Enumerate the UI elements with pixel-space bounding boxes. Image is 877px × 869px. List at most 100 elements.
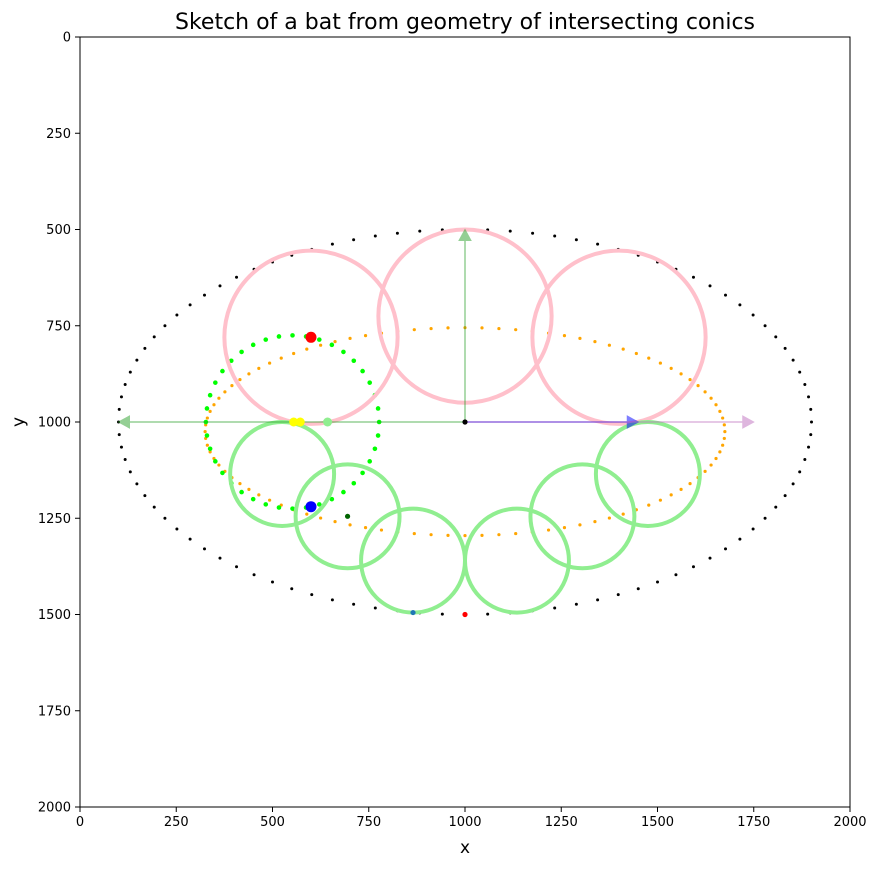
ellipse-point [647,356,651,360]
ellipse-point [348,523,352,527]
ellipse-point [709,396,713,400]
ellipse-point [135,358,139,362]
ellipse-point [341,489,346,495]
ellipse-point [352,238,356,242]
ellipse-point [553,234,557,238]
y-tick-label: 750 [46,319,71,334]
y-tick-label: 1250 [38,512,71,527]
ellipse-point [486,612,490,616]
ellipse-point [247,372,251,376]
ellipse-point [268,498,272,502]
ellipse-point [691,565,695,569]
ellipse-point [446,326,450,330]
ellipse-point [208,450,212,454]
ellipse-point [205,443,209,447]
ellipse-point [123,458,127,462]
ellipse-point [218,284,222,288]
ellipse-point [463,533,467,538]
ellipse-point [714,456,718,461]
ellipse-point [412,531,416,536]
ellipse-point [117,433,121,437]
ellipse-point [363,526,368,530]
ellipse-point [798,470,802,474]
arrow-head [117,415,130,429]
ellipse-point [709,463,713,467]
ellipse-point [373,606,377,610]
arrow-head [458,228,472,241]
ellipse-point [783,494,787,498]
marker-point [289,417,299,427]
ellipse-point [263,502,269,507]
ellipse-point [290,506,295,511]
ellipse-point [276,334,282,339]
y-axis-label: y [9,417,29,427]
ellipse-point [708,556,712,560]
x-axis-label: x [460,838,470,858]
ellipse-point [204,406,210,411]
ellipse-point [722,423,726,427]
ellipse-point [119,445,123,449]
ellipse-point [596,242,600,246]
ellipse-point [718,409,722,413]
circle-1 [222,248,400,426]
ellipse-point [688,482,692,486]
ellipse-point [252,573,256,577]
circle-8 [528,462,637,571]
ellipse-point [562,526,567,530]
ellipse-point [333,520,337,524]
axis-ticks: 0 250 500 750 1000 1250 1500 1750 2000 0 250 500 750… [38,31,867,831]
ellipse-point [375,433,381,438]
ellipse-point [305,512,309,516]
marker-point [410,609,416,616]
ellipse-point [268,361,272,365]
ellipse-point [480,533,484,537]
y-tick-label: 500 [46,223,71,238]
ellipse-point [621,347,625,351]
ellipse-point [360,470,365,476]
ellipse-point [217,463,221,467]
ellipse-point [223,390,227,394]
ellipse-point [593,520,597,524]
arrow-1 [458,228,472,422]
ellipse-point [708,284,712,288]
ellipse-point [395,231,399,235]
ellipse-inner [203,326,727,538]
x-tick-label: 0 [76,815,84,830]
ellipse-point [774,335,778,339]
ellipse-point [607,516,611,520]
y-tick-label: 0 [63,31,71,46]
ellipse-point [738,537,742,541]
ellipse-point [279,356,283,360]
ellipse-point [596,598,600,602]
ellipse-point [440,612,444,616]
ellipse-point [724,547,728,551]
ellipse-point [239,349,244,355]
x-tick-label: 1500 [641,815,674,830]
ellipse-point [375,406,381,411]
ellipse-point [497,533,501,537]
ellipse-point [330,598,334,602]
ellipse-point [230,384,234,388]
ellipse-point [674,573,678,577]
ellipse-point [578,336,582,340]
ellipse-point [247,487,251,491]
ellipse-point [351,480,357,486]
ellipse-point [798,370,802,374]
x-tick-label: 750 [356,815,381,830]
ellipse-point [679,372,683,376]
ellipse-point [152,335,156,339]
ellipse-point [696,384,700,388]
chart-title: Sketch of a bat from geometry of interse… [175,10,755,35]
arrow-4 [465,415,755,429]
ellipse-point [202,547,206,551]
ellipse-point [593,340,597,344]
y-tick-label: 250 [46,127,71,142]
ellipse-point [152,505,156,509]
ellipse-point [412,328,416,332]
ellipse-point [217,396,221,400]
ellipse-point [329,342,335,348]
plot-area [117,227,813,618]
ellipse-point [213,459,218,464]
